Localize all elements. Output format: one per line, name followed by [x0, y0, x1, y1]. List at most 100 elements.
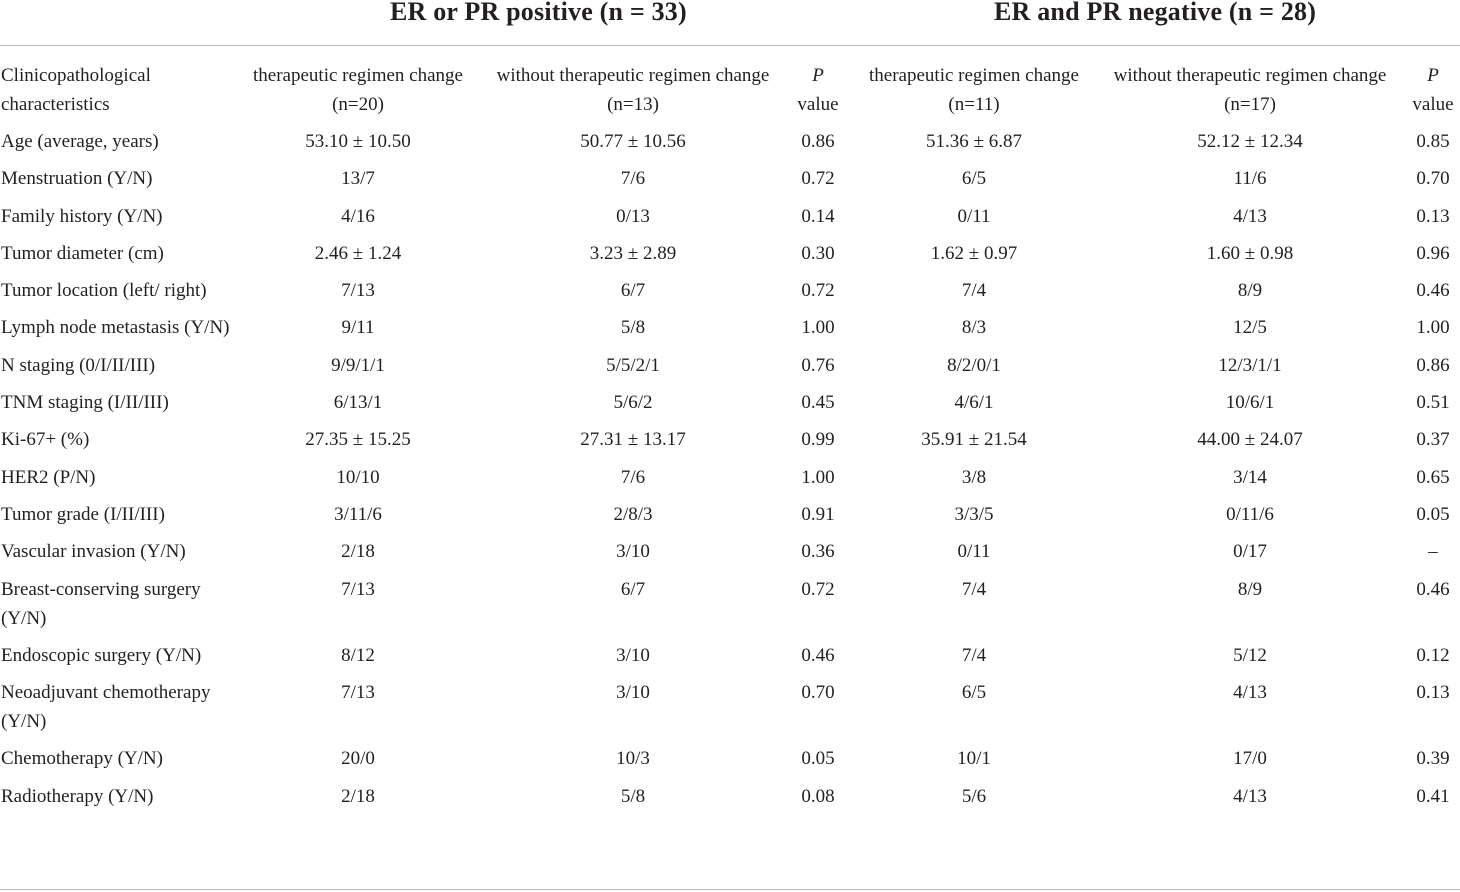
table-row: Ki-67+ (%) 27.35 ± 15.25 27.31 ± 13.17 0.99… [0, 425, 1460, 462]
cell-therapeutic-change-positive: 10/10 [336, 466, 380, 488]
row-label: Menstruation (Y/N) [1, 168, 153, 190]
cell-p-value-negative: 0.13 [1416, 205, 1450, 227]
table-row: Neoadjuvant chemotherapy (Y/N) 7/13 3/10 0.… [0, 678, 1460, 744]
cell-without-change-positive: 7/6 [620, 168, 646, 190]
cell-p-value-positive: 1.00 [801, 466, 835, 488]
cell-p-value-positive: 0.72 [801, 168, 835, 190]
cell-without-change-negative: 5/12 [1233, 644, 1267, 666]
cell-without-change-positive: 2/8/3 [613, 503, 653, 525]
table-row: HER2 (P/N) 10/10 7/6 1.00 3/8 3/14 0.65 [0, 463, 1460, 500]
cell-without-change-positive: 0/13 [616, 205, 650, 227]
cell-therapeutic-change-negative: 0/11 [957, 205, 991, 227]
cell-therapeutic-change-positive: 6/13/1 [333, 392, 383, 414]
table-row: N staging (0/I/II/III) 9/9/1/1 5/5/2/1 0.76… [0, 351, 1460, 388]
row-label: Vascular invasion (Y/N) [1, 541, 186, 563]
row-label: Breast-conserving surgery (Y/N) [1, 578, 201, 629]
cell-p-value-positive: 0.36 [801, 541, 835, 563]
header-without-change-negative: without therapeutic regimen change (n=17… [1113, 65, 1387, 115]
cell-therapeutic-change-negative: 3/3/5 [954, 503, 994, 525]
cell-p-value-negative: 0.41 [1416, 785, 1450, 807]
cell-therapeutic-change-negative: 7/4 [961, 578, 987, 600]
cell-therapeutic-change-positive: 2/18 [341, 785, 375, 807]
cell-p-value-positive: 0.76 [801, 354, 835, 376]
cell-p-value-positive: 0.86 [801, 131, 835, 152]
cell-without-change-positive: 5/6/2 [613, 392, 653, 414]
cell-therapeutic-change-negative: 8/2/0/1 [947, 354, 1001, 376]
cell-without-change-negative: 52.12 ± 12.34 [1197, 131, 1303, 152]
cell-without-change-positive: 50.77 ± 10.56 [580, 131, 686, 152]
cell-p-value-positive: 0.46 [801, 644, 835, 666]
cell-without-change-negative: 8/9 [1237, 578, 1263, 600]
cell-p-value-negative: 0.13 [1416, 682, 1450, 704]
cell-therapeutic-change-positive: 27.35 ± 15.25 [305, 429, 411, 451]
cell-p-value-negative: 0.37 [1416, 429, 1450, 451]
cell-without-change-positive: 6/7 [620, 578, 646, 600]
row-label: TNM staging (I/II/III) [1, 392, 169, 414]
cell-therapeutic-change-positive: 7/13 [341, 682, 375, 704]
cell-p-value-positive: 0.05 [801, 748, 835, 770]
cell-therapeutic-change-positive: 3/11/6 [334, 503, 382, 525]
cell-without-change-negative: 8/9 [1237, 280, 1263, 302]
cell-p-value-negative: 0.51 [1416, 392, 1450, 414]
cell-therapeutic-change-negative: 7/4 [961, 280, 987, 302]
cell-without-change-negative: 1.60 ± 0.98 [1206, 242, 1294, 264]
cell-without-change-negative: 4/13 [1233, 785, 1267, 807]
table-header: Clinicopathological characteristics ther… [0, 61, 1460, 127]
row-label: Tumor grade (I/II/III) [1, 503, 165, 525]
column-header-row: Clinicopathological characteristics ther… [0, 61, 1460, 127]
cell-without-change-positive: 3.23 ± 2.89 [589, 242, 677, 264]
cell-p-value-negative: 0.85 [1416, 131, 1450, 152]
table-row: Vascular invasion (Y/N) 2/18 3/10 0.36 0/11 0… [0, 537, 1460, 574]
cell-therapeutic-change-negative: 6/5 [961, 168, 987, 190]
cell-p-value-negative: 0.39 [1416, 748, 1450, 770]
cell-p-value-positive: 0.72 [801, 280, 835, 302]
row-label: Family history (Y/N) [1, 205, 163, 227]
cell-therapeutic-change-negative: 35.91 ± 21.54 [921, 429, 1027, 451]
cell-without-change-positive: 5/8 [620, 785, 646, 807]
cell-therapeutic-change-positive: 4/16 [341, 205, 375, 227]
cell-therapeutic-change-negative: 4/6/1 [954, 392, 994, 414]
cell-without-change-negative: 44.00 ± 24.07 [1197, 429, 1303, 451]
cell-therapeutic-change-positive: 2.46 ± 1.24 [314, 242, 402, 264]
data-table: Clinicopathological characteristics ther… [0, 61, 1460, 819]
cell-without-change-negative: 0/17 [1233, 541, 1267, 563]
row-label: Tumor location (left/ right) [1, 280, 207, 302]
cell-therapeutic-change-positive: 13/7 [341, 168, 375, 190]
cell-without-change-negative: 0/11/6 [1226, 503, 1274, 525]
row-label: Chemotherapy (Y/N) [1, 748, 163, 770]
row-label: HER2 (P/N) [1, 466, 96, 488]
table-row: Menstruation (Y/N) 13/7 7/6 0.72 6/5 11/6 0.70 [0, 164, 1460, 201]
cell-p-value-positive: 0.70 [801, 682, 835, 704]
cell-without-change-positive: 27.31 ± 13.17 [580, 429, 686, 451]
table-row: Tumor diameter (cm) 2.46 ± 1.24 3.23 ± 2.8… [0, 239, 1460, 276]
cell-therapeutic-change-negative: 51.36 ± 6.87 [926, 131, 1022, 152]
cell-without-change-positive: 10/3 [616, 748, 650, 770]
cell-p-value-positive: 0.08 [801, 785, 835, 807]
cell-without-change-negative: 3/14 [1233, 466, 1267, 488]
cell-p-value-negative: 1.00 [1416, 317, 1450, 339]
header-therapeutic-change-negative: therapeutic regimen change (n=11) [869, 65, 1079, 115]
cell-therapeutic-change-positive: 8/12 [341, 644, 375, 666]
cell-therapeutic-change-negative: 5/6 [961, 785, 987, 807]
cell-without-change-negative: 4/13 [1233, 205, 1267, 227]
table-row: Endoscopic surgery (Y/N) 8/12 3/10 0.46 7/4 5… [0, 641, 1460, 678]
cell-p-value-positive: 0.72 [801, 578, 835, 600]
cell-without-change-positive: 5/5/2/1 [606, 354, 660, 376]
table-row: TNM staging (I/II/III) 6/13/1 5/6/2 0.45 4/6… [0, 388, 1460, 425]
cell-without-change-positive: 3/10 [616, 682, 650, 704]
table-row: Chemotherapy (Y/N) 20/0 10/3 0.05 10/1 17/0 0.… [0, 744, 1460, 781]
cell-p-value-positive: 0.45 [801, 392, 835, 414]
cell-p-value-negative: 0.65 [1416, 466, 1450, 488]
cell-without-change-negative: 11/6 [1233, 168, 1267, 190]
cell-without-change-negative: 4/13 [1233, 682, 1267, 704]
group-title-negative: ER and PR negative (n = 28) [994, 0, 1317, 26]
cell-therapeutic-change-negative: 0/11 [957, 541, 991, 563]
cell-without-change-negative: 17/0 [1233, 748, 1267, 770]
cell-therapeutic-change-negative: 6/5 [961, 682, 987, 704]
p-value-word: value [797, 94, 839, 115]
table-body: Age (average, years) 53.10 ± 10.50 50.77 ±… [0, 127, 1460, 819]
cell-p-value-positive: 0.30 [801, 242, 835, 264]
header-therapeutic-change-positive: therapeutic regimen change (n=20) [253, 65, 463, 115]
